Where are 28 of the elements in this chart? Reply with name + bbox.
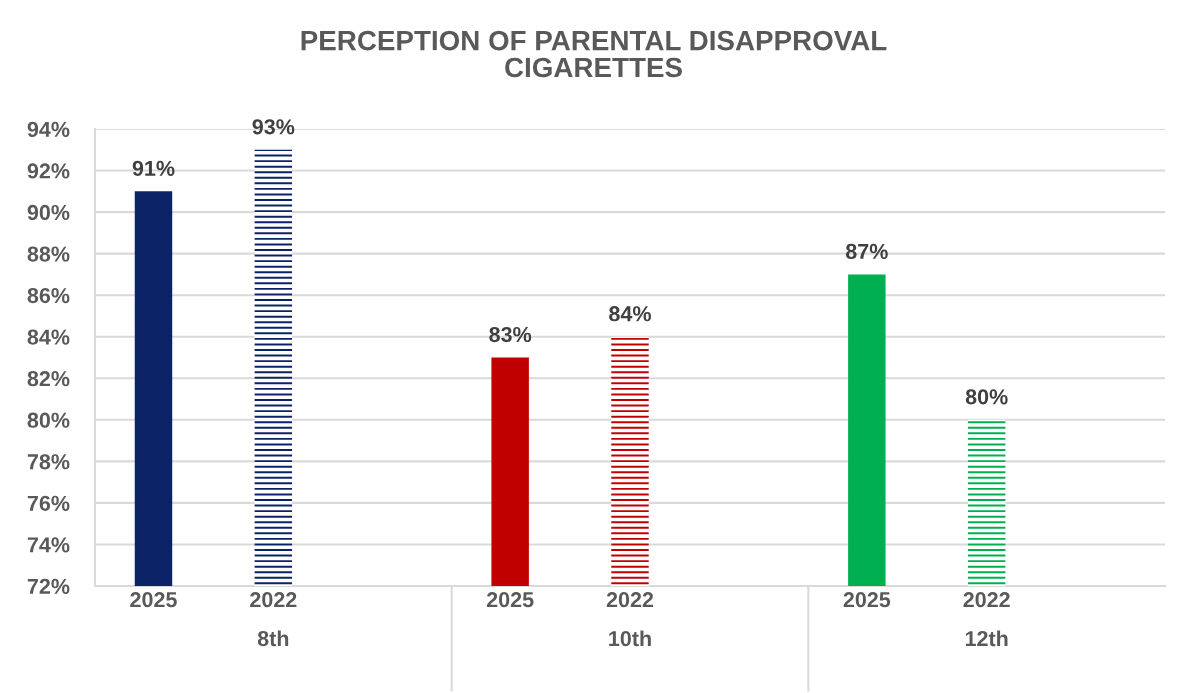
y-tick-label: 76% <box>27 495 70 511</box>
y-tick-label: 94% <box>27 121 70 138</box>
y-tick-label: 88% <box>27 246 70 262</box>
data-label: 93% <box>252 119 295 135</box>
series-label: 2025 <box>130 592 177 608</box>
x-tick-label: 10th <box>609 630 651 647</box>
chart-title: PERCEPTION OF PARENTAL DISAPPROVAL CIGARETTES <box>301 30 887 78</box>
text: 2022 <box>606 592 654 608</box>
y-tick-label: 78% <box>27 454 70 470</box>
y-tick-label: 84% <box>27 329 70 345</box>
series-label: 2022 <box>250 592 297 608</box>
y-tick-label: 90% <box>27 204 70 221</box>
data-label: 84% <box>609 306 651 322</box>
text: 2025 <box>486 592 534 608</box>
y-tick-label: 86% <box>27 287 70 304</box>
y-tick-label: 74% <box>27 537 70 553</box>
y-tick-label: 92% <box>27 163 70 179</box>
y-tick-label: 80% <box>27 412 70 428</box>
data-label: 80% <box>965 389 1008 405</box>
x-tick-label: 8th <box>257 630 289 647</box>
data-label: 83% <box>489 326 532 343</box>
text: 2025 <box>843 592 891 608</box>
data-label: 87% <box>845 243 888 260</box>
y-tick-label: 72% <box>27 578 70 594</box>
text: 2022 <box>963 592 1010 608</box>
x-tick-label: 12th <box>965 630 1008 647</box>
y-tick-label: 82% <box>27 371 70 387</box>
data-label: 91% <box>132 160 175 176</box>
